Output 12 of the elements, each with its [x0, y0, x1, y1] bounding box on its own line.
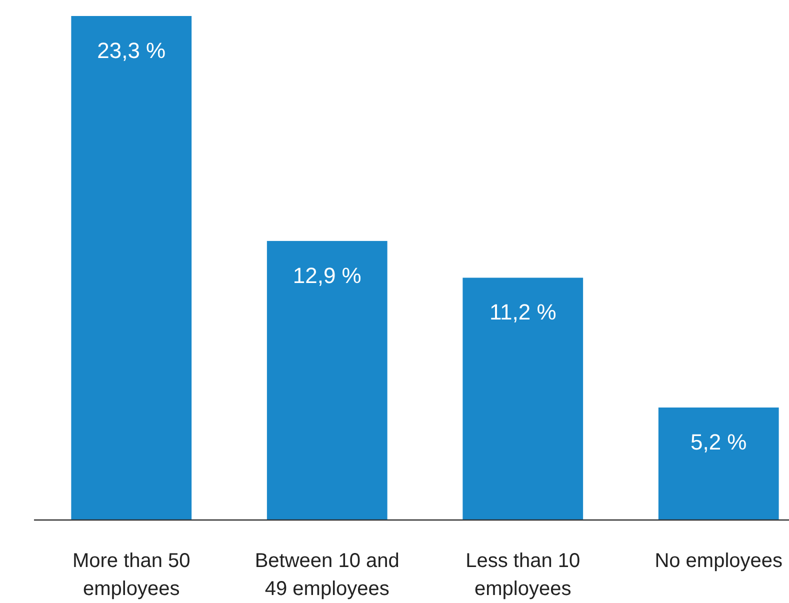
data-label: 12,9 % — [292, 262, 362, 288]
x-tick-label: Between 10 and 49 employees — [254, 550, 400, 600]
x-tick-label: No employees — [654, 550, 783, 572]
data-label: 5,2 % — [690, 430, 747, 455]
data-label: 11,2 % — [489, 300, 556, 325]
x-tick-label: More than 50 employees — [72, 550, 190, 600]
bar — [266, 240, 388, 520]
data-label: 23,3 % — [97, 38, 166, 63]
bar — [658, 408, 779, 520]
bar — [462, 278, 584, 520]
bar — [71, 16, 192, 520]
x-tick-label: Less than 10 employees — [466, 550, 580, 600]
